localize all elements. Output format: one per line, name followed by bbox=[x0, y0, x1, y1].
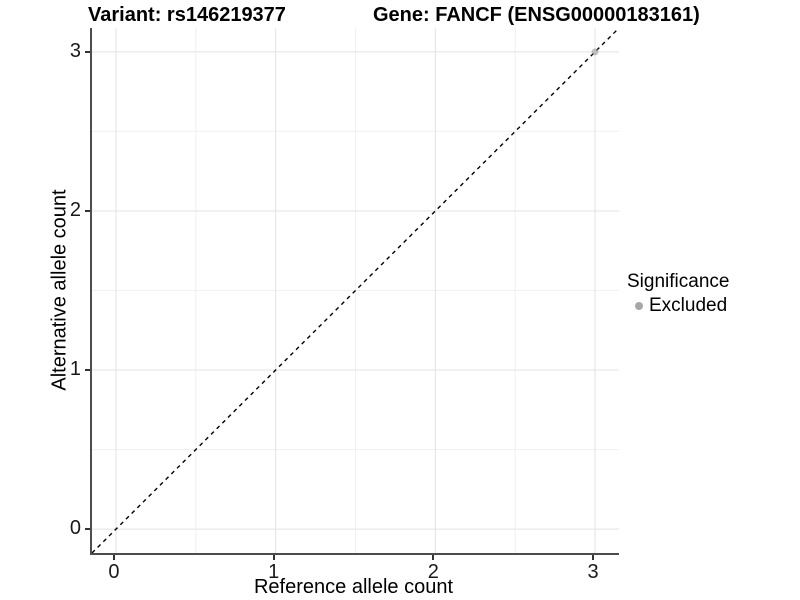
y-tick-mark bbox=[85, 50, 90, 53]
y-tick-mark bbox=[85, 528, 90, 531]
legend: Significance Excluded bbox=[627, 271, 729, 318]
y-axis-title: Alternative allele count bbox=[48, 189, 71, 391]
plot-panel bbox=[90, 28, 619, 555]
x-tick-label: 3 bbox=[587, 561, 599, 583]
y-tick-mark bbox=[85, 369, 90, 372]
identity-reference-line bbox=[92, 28, 619, 553]
y-tick-label: 2 bbox=[69, 198, 81, 221]
plot-canvas bbox=[92, 28, 619, 553]
y-tick-mark bbox=[85, 209, 90, 212]
legend-item-excluded: Excluded bbox=[635, 295, 729, 318]
excluded-point-icon bbox=[635, 302, 643, 311]
y-axis-ticks: 0 1 2 3 bbox=[50, 28, 90, 553]
x-tick-mark bbox=[592, 555, 595, 560]
variant-title: Variant: rs146219377 bbox=[88, 4, 286, 26]
x-tick-label: 2 bbox=[427, 561, 439, 583]
x-tick-mark bbox=[432, 555, 435, 560]
data-point-excluded bbox=[591, 48, 599, 56]
x-tick-label: 0 bbox=[108, 561, 120, 583]
gene-title: Gene: FANCF (ENSG00000183161) bbox=[373, 4, 700, 26]
x-tick-label: 1 bbox=[268, 561, 280, 583]
x-tick-mark bbox=[272, 555, 275, 560]
legend-title: Significance bbox=[627, 271, 730, 292]
y-tick-label: 3 bbox=[69, 39, 81, 62]
y-tick-label: 1 bbox=[69, 358, 81, 381]
x-tick-mark bbox=[112, 555, 115, 560]
legend-item-label: Excluded bbox=[649, 294, 728, 316]
x-axis-title: Reference allele count bbox=[253, 576, 453, 598]
x-axis-ticks: 0 1 2 3 bbox=[90, 555, 617, 585]
y-tick-label: 0 bbox=[69, 517, 81, 540]
